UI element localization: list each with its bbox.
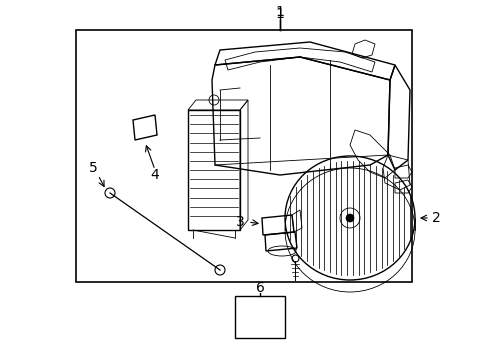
Text: 5: 5 xyxy=(88,161,97,175)
Text: 4: 4 xyxy=(150,168,159,182)
Text: 2: 2 xyxy=(431,211,440,225)
Circle shape xyxy=(346,214,353,222)
Bar xyxy=(76,30,411,282)
Text: 1: 1 xyxy=(275,7,284,21)
Bar xyxy=(235,296,285,338)
Text: 6: 6 xyxy=(255,281,264,295)
Bar xyxy=(187,110,240,230)
Text: 1: 1 xyxy=(275,5,284,19)
Text: 3: 3 xyxy=(236,215,244,229)
